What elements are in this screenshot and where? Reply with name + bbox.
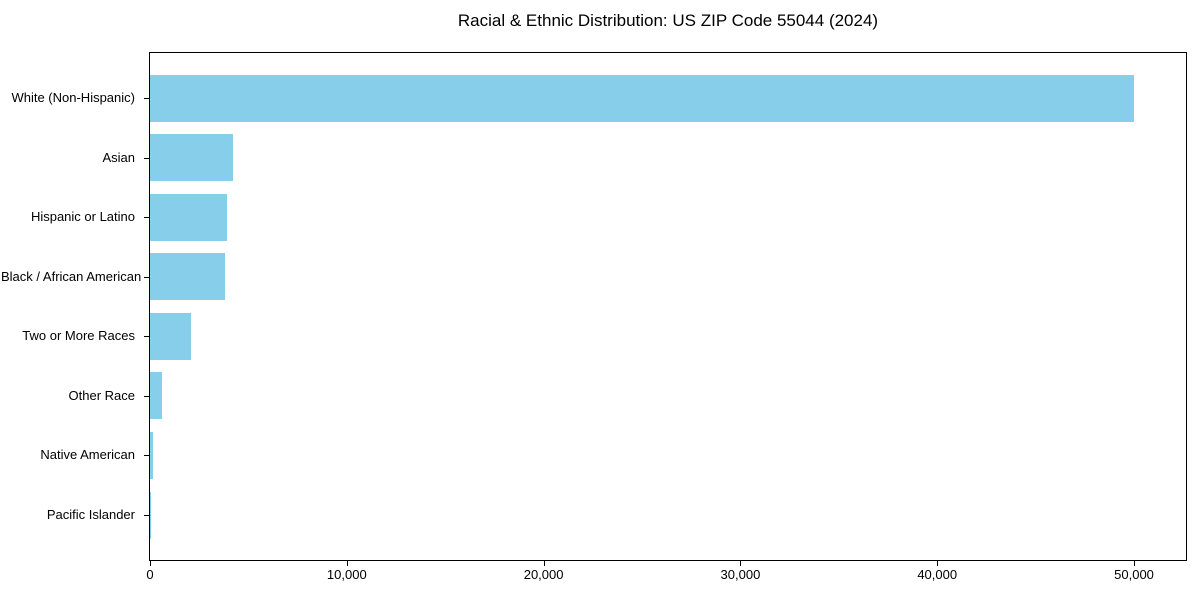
bar-other-race — [150, 372, 162, 420]
y-tick-label: Other Race — [68, 387, 135, 403]
bar-pacific-islander — [150, 491, 151, 539]
bar-white-non-hispanic — [150, 74, 1135, 122]
x-tick-mark — [543, 561, 545, 566]
x-tick-label: 30,000 — [720, 567, 761, 582]
y-tick-mark — [144, 217, 149, 219]
y-tick-label: Hispanic or Latino — [30, 209, 135, 225]
x-tick-label: 0 — [146, 567, 154, 582]
y-tick-mark — [144, 98, 149, 99]
x-tick-mark — [937, 561, 939, 566]
x-tick-mark — [1134, 561, 1136, 566]
y-tick-mark — [144, 276, 149, 278]
x-tick-label: 40,000 — [917, 567, 958, 582]
y-tick-mark — [144, 336, 149, 338]
x-tick-mark — [740, 561, 742, 566]
y-tick-mark — [144, 515, 149, 516]
y-tick-label: Native American — [40, 447, 135, 463]
y-tick-mark — [144, 157, 149, 159]
bar-asian — [150, 134, 233, 182]
bar-two-or-more-races — [150, 312, 192, 360]
x-tick-mark — [150, 561, 151, 566]
x-tick-label: 10,000 — [326, 567, 367, 582]
y-tick-label: Two or More Races — [22, 328, 135, 344]
y-tick-label: Black / African American — [1, 268, 142, 284]
plot-area: White (Non-Hispanic) Asian Hispanic or Lat… — [1, 52, 1187, 582]
x-tick-mark — [346, 561, 348, 566]
y-tick-label: Pacific Islander — [46, 507, 135, 522]
bar-native-american — [150, 431, 153, 479]
x-tick-label: 20,000 — [523, 567, 564, 582]
y-tick-label: Asian — [102, 149, 135, 165]
y-tick-label: White (Non-Hispanic) — [11, 90, 135, 105]
chart-title: Racial & Ethnic Distribution: US ZIP Cod… — [457, 11, 879, 30]
y-tick-mark — [144, 395, 149, 397]
bar-black-african-american — [150, 253, 225, 301]
x-tick-label: 50,000 — [1114, 567, 1154, 582]
bar-hispanic-or-latino — [150, 193, 227, 241]
y-tick-mark — [144, 455, 149, 457]
